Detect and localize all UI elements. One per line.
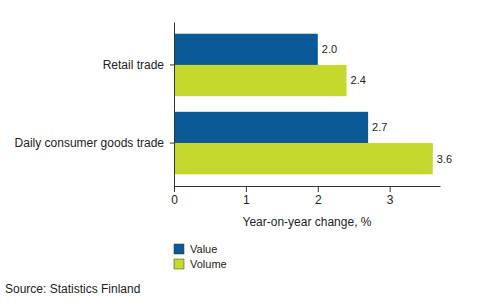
tick-label: Daily consumer goods trade xyxy=(15,136,165,150)
tick: 0 xyxy=(171,186,178,207)
data-label: 2.4 xyxy=(351,74,366,86)
tick-label: 1 xyxy=(243,193,250,207)
tick: Retail trade xyxy=(103,58,174,72)
x-axis: 0 1 2 3 xyxy=(171,186,440,207)
tick-mark xyxy=(170,143,174,144)
legend-swatch xyxy=(174,244,184,254)
tick-mark xyxy=(318,186,319,192)
axis-line xyxy=(174,23,175,187)
bar xyxy=(174,112,368,143)
tick-label: Retail trade xyxy=(103,58,165,72)
data-label: 3.6 xyxy=(437,153,452,165)
tick: 3 xyxy=(387,186,394,207)
source-note: Source: Statistics Finland xyxy=(5,282,140,296)
y-axis: Retail trade Daily consumer goods trade xyxy=(15,23,175,187)
data-label: 2.7 xyxy=(372,121,387,133)
legend-label: Value xyxy=(190,243,217,255)
legend-item: Volume xyxy=(174,258,227,270)
axis-line xyxy=(175,186,441,187)
legend: Value Volume xyxy=(174,243,227,270)
legend-item: Value xyxy=(174,243,217,255)
legend-label: Volume xyxy=(190,258,227,270)
bar xyxy=(174,34,318,65)
bar xyxy=(174,65,347,96)
tick-label: 3 xyxy=(387,193,394,207)
tick-mark xyxy=(174,186,175,192)
tick-mark xyxy=(170,64,174,65)
tick-mark xyxy=(246,186,247,192)
bar xyxy=(174,143,433,174)
tick: 1 xyxy=(243,186,250,207)
axis-title: Year-on-year change, % xyxy=(243,215,372,229)
bars xyxy=(174,34,433,175)
data-label: 2.0 xyxy=(322,43,337,55)
chart: 2.0 2.7 2.4 3.6 0 1 2 3 Retail trade Daily consum… xyxy=(0,0,493,304)
data-labels: 2.0 2.7 2.4 3.6 xyxy=(322,43,452,164)
legend-swatch xyxy=(174,259,184,269)
tick-label: 0 xyxy=(171,193,178,207)
tick-mark xyxy=(390,186,391,192)
tick: Daily consumer goods trade xyxy=(15,136,174,150)
tick: 2 xyxy=(315,186,322,207)
tick-label: 2 xyxy=(315,193,322,207)
